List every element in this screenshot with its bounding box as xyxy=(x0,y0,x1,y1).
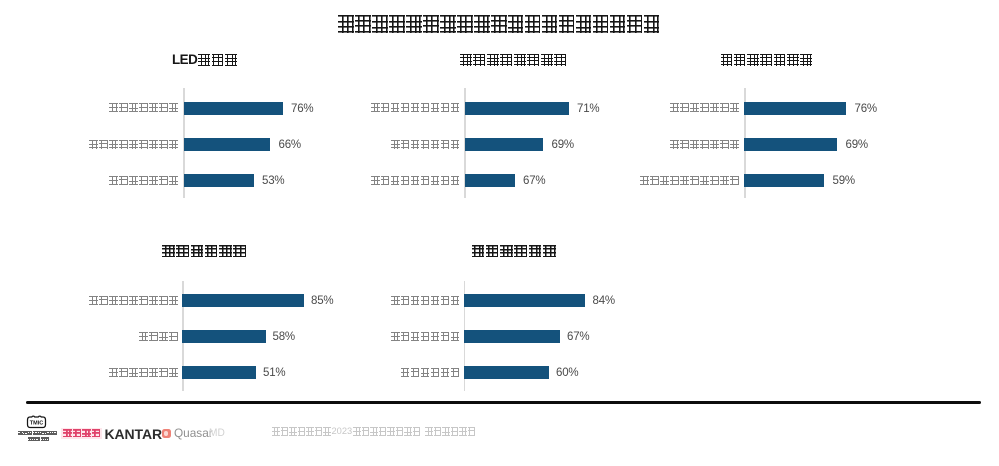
svg-text:TMIC: TMIC xyxy=(30,420,43,426)
